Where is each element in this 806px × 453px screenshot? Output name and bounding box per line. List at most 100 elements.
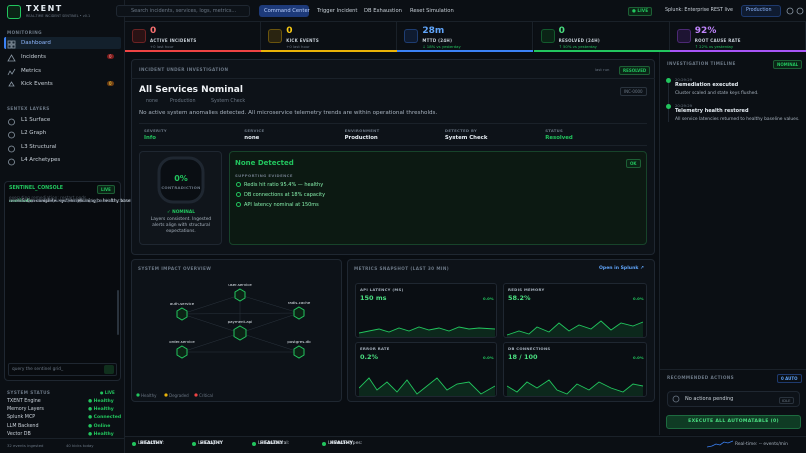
panel-title: INVESTIGATION TIMELINE	[667, 61, 736, 66]
console-text: executing remediation: scale redis...	[9, 199, 88, 204]
console-text: remediation complete. system returning t…	[9, 199, 140, 204]
nav-button[interactable]: Trigger Incident	[317, 8, 358, 14]
contradiction-ring	[157, 156, 205, 204]
timeline-text: Cluster scaled and state keys flushed.	[675, 91, 759, 96]
nav-item[interactable]: Dashboard	[21, 40, 51, 46]
nav-item[interactable]: Metrics	[21, 68, 41, 74]
field-label: DETECTED BY	[444, 128, 477, 133]
environment: Production	[746, 8, 772, 13]
evidence-item: Redis hit ratio 95.4% — healthy	[244, 181, 324, 188]
kpi-card	[533, 22, 670, 52]
footer: 32 events ingested	[7, 443, 44, 448]
kpi-value: 0	[286, 26, 293, 36]
kpi-accent	[125, 50, 261, 52]
layer-name: L3 Structural:	[258, 441, 290, 446]
metric-label: REDIS MEMORY	[508, 287, 545, 292]
layer-state: HEALTHY	[330, 441, 354, 446]
kpi-accent	[669, 50, 806, 52]
kpi-delta: ↑ 50% vs yesterday	[558, 44, 597, 49]
nav-item[interactable]: L2 Graph	[21, 130, 47, 136]
nav-button[interactable]: Reset Simulation	[410, 8, 454, 14]
console-title: SENTINEL_CONSOLE	[9, 186, 64, 191]
timeline-title: Telemetry health restored	[675, 108, 749, 114]
status-title: SYSTEM STATUS	[7, 390, 51, 395]
impact-graph	[176, 288, 305, 359]
evidence-card	[229, 151, 647, 245]
metric-delta: 0.0%	[633, 296, 644, 301]
legend-item: Critical	[199, 393, 213, 398]
splunk-link[interactable]: Open in Splunk ↗	[599, 266, 644, 271]
evidence-check	[236, 192, 241, 197]
badge: 0	[107, 54, 114, 59]
search-box[interactable]	[116, 5, 250, 17]
field-value: none	[244, 135, 260, 141]
sparkline	[507, 320, 643, 337]
updated: last run	[595, 67, 610, 72]
console-placeholder: query the sentinel grid_	[12, 367, 64, 372]
metric-label: API LATENCY (MS)	[360, 287, 404, 292]
kpi-label: KICK EVENTS	[286, 38, 320, 43]
layer-name: L1 Surface:	[138, 441, 164, 446]
send-button[interactable]	[104, 365, 114, 374]
evidence-item: API latency nominal at 150ms	[244, 201, 319, 208]
sparkline	[359, 326, 495, 337]
kpi-accent	[533, 50, 670, 52]
kpi-card	[261, 22, 398, 52]
nav-button[interactable]: Command Center	[264, 8, 310, 14]
timeline-text: All service latencies returned to health…	[675, 117, 800, 122]
timeline-time: 20:29:29	[675, 103, 693, 108]
console-text: executing remediation: scale replicas...	[9, 199, 94, 204]
evidence-item: DB connections at 18% capacity	[244, 191, 326, 198]
execute-button[interactable]	[666, 415, 801, 429]
nav-item[interactable]: L3 Structural	[21, 144, 57, 150]
console-prompt: sentinel>	[9, 199, 33, 204]
nav-button[interactable]: DB Exhaustion	[364, 8, 402, 14]
actions-empty	[667, 391, 800, 407]
field-label: SEVERITY	[144, 128, 167, 133]
layer-name: L2 Graph:	[198, 441, 221, 446]
field-label: ENVIRONMENT	[344, 128, 380, 133]
env-select[interactable]	[741, 5, 781, 17]
nav-item[interactable]: Incidents	[21, 54, 47, 60]
timeline-badge: NOMINAL	[773, 60, 803, 69]
console-text: remediation complete. system returning t…	[9, 199, 140, 204]
field-label: STATUS	[545, 128, 564, 133]
console	[4, 181, 121, 381]
legend-item: Healthy	[141, 393, 157, 398]
status-state: ● Connected	[88, 415, 122, 421]
section-title: MONITORING	[7, 30, 42, 35]
kpi-card	[397, 22, 534, 52]
sparkline	[359, 377, 495, 396]
status-state: ● Healthy	[88, 399, 114, 404]
console-text: executing remediation: restart pods...	[9, 196, 91, 201]
divider	[0, 438, 125, 439]
kpi-value: 28m	[422, 26, 445, 36]
field-value: System Check	[444, 135, 488, 141]
timeline-title: Remediation executed	[675, 82, 739, 88]
nav-item[interactable]: Kick Events	[21, 81, 53, 87]
kpi-icon	[676, 29, 691, 43]
panel-title: RECOMMENDED ACTIONS	[667, 375, 735, 380]
meta: Production	[170, 99, 196, 104]
sparkline-line	[507, 379, 643, 395]
sparkline	[507, 379, 643, 396]
kpi-label: RESOLVED (24H)	[558, 38, 600, 43]
metric-card	[503, 283, 647, 338]
empty-icon	[672, 395, 680, 403]
incident-title: All Services Nominal	[139, 85, 243, 95]
nav-item[interactable]: L4 Archetypes	[21, 157, 61, 163]
layer-state: HEALTHY	[140, 441, 164, 446]
console-input[interactable]	[8, 363, 117, 376]
kpi-value: 0	[558, 26, 565, 36]
kpi-delta: ↓ 18% vs yesterday	[422, 44, 461, 49]
search-placeholder: Search incidents, services, logs, metric…	[131, 8, 237, 14]
sparkline-line	[359, 326, 495, 334]
status-name: Memory Layers	[7, 407, 44, 413]
nav-icons	[7, 40, 16, 166]
kpi-label: MTTD (24H)	[422, 38, 453, 43]
console-text: sentinel> remediation complete. flushing…	[9, 199, 148, 204]
kpi-card	[669, 22, 806, 52]
nav-item[interactable]: L1 Surface	[21, 117, 51, 123]
realtime: Real-time: -- events/min	[735, 442, 788, 447]
top-icons[interactable]	[786, 6, 806, 16]
